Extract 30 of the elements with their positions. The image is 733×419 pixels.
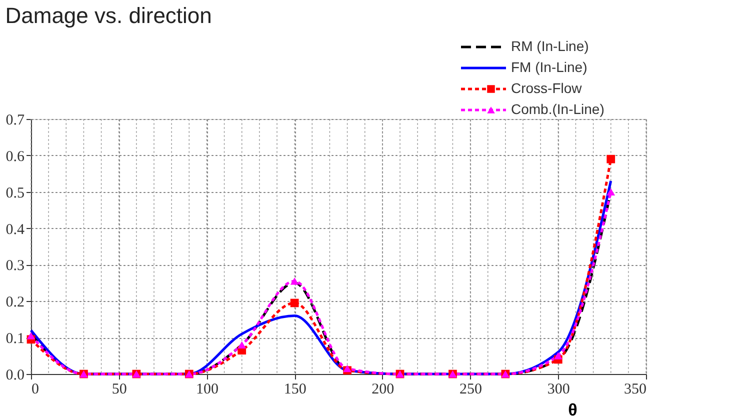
y-tick-label: 0.4 xyxy=(6,222,25,238)
x-tick-label: 100 xyxy=(196,382,218,398)
point xyxy=(554,352,562,360)
legend-label: FM (In-Line) xyxy=(511,59,588,75)
point xyxy=(26,332,36,340)
legend-label: Comb.(In-Line) xyxy=(511,101,604,117)
y-tick-label: 0.0 xyxy=(6,368,24,384)
y-tick-label: 0.2 xyxy=(6,294,24,311)
legend-label: RM (In-Line) xyxy=(511,38,589,54)
y-tick-label: 0.6 xyxy=(6,148,25,165)
y-tick-label: 0.5 xyxy=(6,185,24,202)
x-tick-label: 50 xyxy=(112,382,127,398)
legend-label: Cross-Flow xyxy=(511,80,583,96)
x-tick-label: 250 xyxy=(460,382,482,398)
y-tick-label: 0.3 xyxy=(6,258,24,274)
chart-title: Damage vs. direction xyxy=(5,3,212,28)
x-tick-label: 200 xyxy=(372,382,394,398)
point xyxy=(290,277,299,285)
y-tick-label: 0.7 xyxy=(6,112,25,128)
point xyxy=(343,364,352,372)
x-tick-label: 350 xyxy=(624,382,646,398)
point xyxy=(238,341,246,348)
x-tick-label: 150 xyxy=(284,382,306,398)
x-tick-label: 0 xyxy=(32,382,39,398)
point xyxy=(290,298,299,308)
x-tick-label: 300 xyxy=(547,382,570,398)
x-axis-title: θ xyxy=(568,400,578,419)
point xyxy=(606,188,616,196)
point xyxy=(606,154,616,164)
y-tick-label: 0.1 xyxy=(6,331,24,348)
